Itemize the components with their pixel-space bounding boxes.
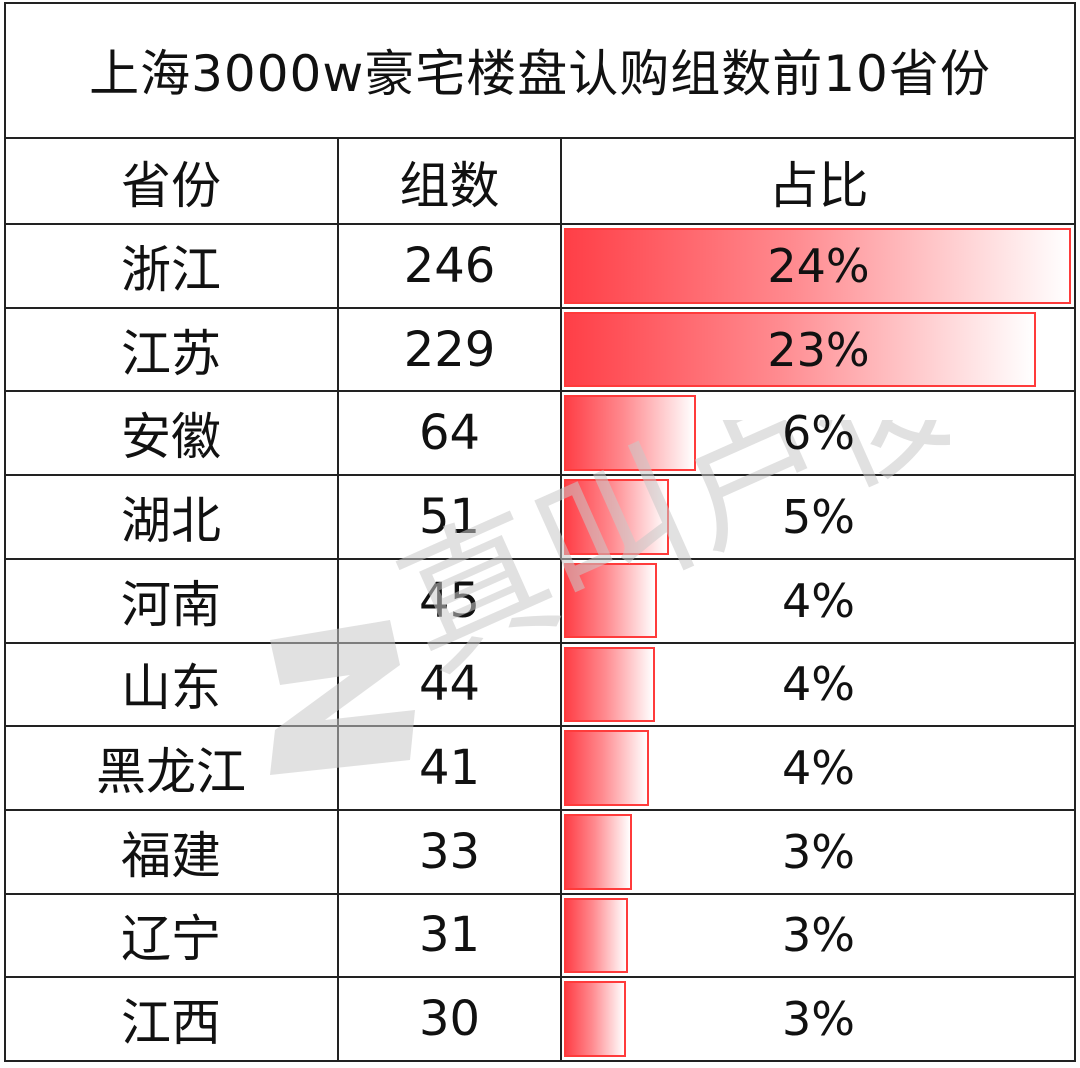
count-cell: 41 (418, 740, 481, 797)
province-cell: 山东 (121, 659, 221, 718)
row-divider (4, 892, 1076, 895)
data-bar (564, 228, 1071, 304)
row-divider (4, 725, 1076, 728)
count-cell: 51 (418, 488, 481, 545)
data-bar (564, 479, 670, 555)
count-cell: 229 (403, 321, 496, 378)
table-frame (4, 2, 1076, 1062)
share-cell: 4% (782, 741, 855, 796)
row-divider (4, 557, 1076, 560)
count-cell: 44 (418, 656, 481, 713)
count-cell: 30 (418, 991, 481, 1048)
share-cell: 5% (782, 489, 855, 544)
province-cell: 辽宁 (121, 910, 221, 969)
share-cell: 3% (782, 908, 855, 963)
data-bar (564, 311, 1036, 388)
column-header-count: 组数 (399, 156, 500, 215)
share-cell: 3% (782, 824, 855, 879)
share-cell: 3% (782, 992, 855, 1047)
row-divider (4, 474, 1076, 477)
count-cell: 246 (403, 237, 496, 294)
data-bar (564, 646, 655, 723)
row-divider (4, 223, 1076, 225)
count-cell: 33 (418, 823, 481, 880)
share-cell: 23% (767, 322, 870, 377)
row-divider (4, 976, 1076, 979)
data-bar (564, 730, 649, 806)
province-cell: 黑龙江 (96, 743, 246, 802)
data-bar (564, 562, 657, 639)
count-cell: 64 (418, 405, 481, 462)
data-bar (564, 395, 696, 472)
row-divider (4, 306, 1076, 309)
count-cell: 31 (418, 907, 481, 964)
share-cell: 24% (767, 238, 870, 293)
province-cell: 河南 (121, 575, 221, 634)
data-bar (564, 813, 632, 890)
row-divider (4, 641, 1076, 644)
share-cell: 4% (782, 657, 855, 712)
count-cell: 45 (418, 572, 481, 629)
column-divider (337, 139, 339, 1062)
province-cell: 浙江 (121, 240, 221, 299)
row-divider (4, 390, 1076, 393)
column-divider (560, 139, 562, 1062)
province-cell: 福建 (121, 826, 221, 885)
province-cell: 江苏 (121, 324, 221, 383)
column-header-share: 占比 (768, 156, 869, 215)
data-bar (564, 897, 628, 974)
province-cell: 江西 (121, 994, 221, 1053)
share-cell: 4% (782, 573, 855, 628)
row-divider (4, 808, 1076, 811)
province-cell: 湖北 (121, 491, 221, 550)
page-title: 上海3000w豪宅楼盘认购组数前10省份 (4, 2, 1076, 139)
data-bar (564, 981, 626, 1057)
province-cell: 安徽 (121, 408, 221, 467)
share-cell: 6% (782, 406, 855, 461)
column-header-province: 省份 (121, 156, 221, 215)
